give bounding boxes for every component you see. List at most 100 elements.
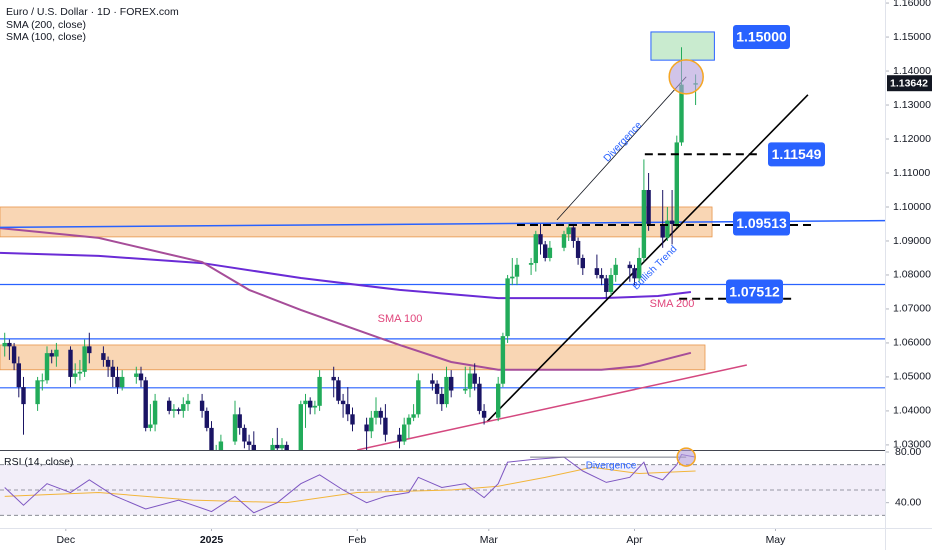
last-price-label: 1.13642: [890, 77, 928, 89]
candle-body: [336, 380, 341, 401]
candle-body: [331, 376, 336, 381]
candle-body: [166, 400, 172, 411]
price-label-box: [768, 142, 825, 167]
zone: [0, 344, 706, 371]
sma-line: [0, 251, 692, 300]
candle-body: [7, 342, 12, 347]
candle-body: [674, 142, 679, 224]
rsi-ma-line: [4, 466, 696, 504]
price-label: 1.15000: [736, 29, 787, 45]
candle-body: [279, 444, 285, 449]
candle-body: [613, 264, 618, 275]
candle-body: [110, 366, 115, 377]
candle-body: [632, 268, 637, 279]
sma-label: SMA 200: [650, 298, 695, 310]
candle-body: [599, 274, 604, 279]
candle-body: [181, 404, 186, 411]
candle-body: [44, 353, 50, 381]
annotation: Divergence: [586, 461, 637, 472]
candle-body: [679, 84, 684, 143]
candle-body: [547, 247, 553, 258]
candle-body: [105, 359, 111, 367]
candle-body: [364, 424, 369, 432]
y-tick-label: 1.15000: [893, 31, 931, 43]
rsi-title: RSI (14, close): [4, 456, 73, 468]
candle-body: [669, 220, 675, 224]
candle-body: [138, 373, 144, 381]
candle-body: [369, 417, 374, 432]
price-label: 1.11549: [772, 146, 822, 162]
candle-body: [575, 240, 581, 258]
rsi-pane: [0, 453, 885, 516]
rsi-highlight-circle: [676, 447, 696, 467]
candle-body: [636, 257, 642, 279]
candle-body: [477, 383, 482, 411]
candle-body: [340, 400, 346, 405]
candle-body: [434, 383, 440, 394]
candle-body: [284, 444, 289, 450]
candle-body: [134, 373, 139, 377]
candle-body: [275, 444, 280, 449]
candle-body: [566, 227, 571, 235]
candle-body: [35, 380, 40, 405]
candle-body: [430, 380, 435, 384]
candle-body: [608, 274, 614, 292]
highlight-circle: [668, 59, 704, 95]
candle-body: [82, 346, 87, 372]
candle-body: [152, 400, 158, 425]
candle-body: [115, 376, 120, 388]
candle-body: [101, 353, 106, 360]
candle-body: [406, 417, 412, 425]
candle-body: [510, 276, 515, 279]
price-label: 1.09513: [736, 215, 787, 231]
candle-body: [204, 410, 209, 428]
y-tick-label: 1.03000: [893, 439, 931, 451]
trend-line: [357, 364, 747, 450]
candle-body: [199, 400, 205, 411]
zone: [0, 206, 713, 238]
candle-body: [251, 444, 256, 450]
price-label-box: [733, 25, 790, 50]
candle-body: [604, 278, 609, 292]
price-label-box: [733, 211, 790, 236]
candle-body: [481, 410, 487, 418]
x-tick-label: Apr: [626, 534, 643, 546]
candle-body: [21, 387, 26, 405]
y-tick-label: 1.13000: [893, 99, 931, 111]
candle-body: [312, 405, 318, 408]
candle-body: [594, 268, 600, 275]
candle-body: [397, 434, 402, 442]
y-tick-label: 1.08000: [893, 269, 931, 281]
candle-body: [580, 257, 585, 269]
candle-body: [49, 353, 54, 357]
candle-body: [571, 227, 576, 241]
x-tick-label: Mar: [480, 534, 499, 546]
candle-body: [54, 349, 59, 357]
candle-body: [237, 414, 242, 428]
candle-body: [444, 376, 449, 405]
candle-body: [627, 264, 632, 269]
candle-body: [646, 189, 651, 224]
candle-body: [463, 388, 468, 391]
candle-body: [495, 383, 501, 418]
price-label: 1.07512: [729, 283, 780, 299]
candle-body: [218, 441, 224, 450]
candle-body: [11, 346, 17, 364]
annotation: Divergence: [602, 120, 645, 165]
candle-body: [242, 427, 247, 442]
candle-body: [298, 404, 303, 450]
candle-body: [176, 409, 181, 411]
y-tick-label: 1.14000: [893, 65, 931, 77]
rsi-line: [4, 453, 696, 514]
candle-body: [378, 410, 383, 418]
price-label-box: [726, 279, 783, 304]
trend-line: [486, 94, 809, 423]
candle-body: [439, 393, 444, 405]
candle-body: [383, 417, 388, 435]
legend-entry: SMA (200, close): [6, 19, 86, 31]
trend-line: [556, 76, 687, 221]
y-tick-label: 1.10000: [893, 201, 931, 213]
candle-body: [232, 414, 238, 442]
candle-body: [528, 263, 534, 265]
